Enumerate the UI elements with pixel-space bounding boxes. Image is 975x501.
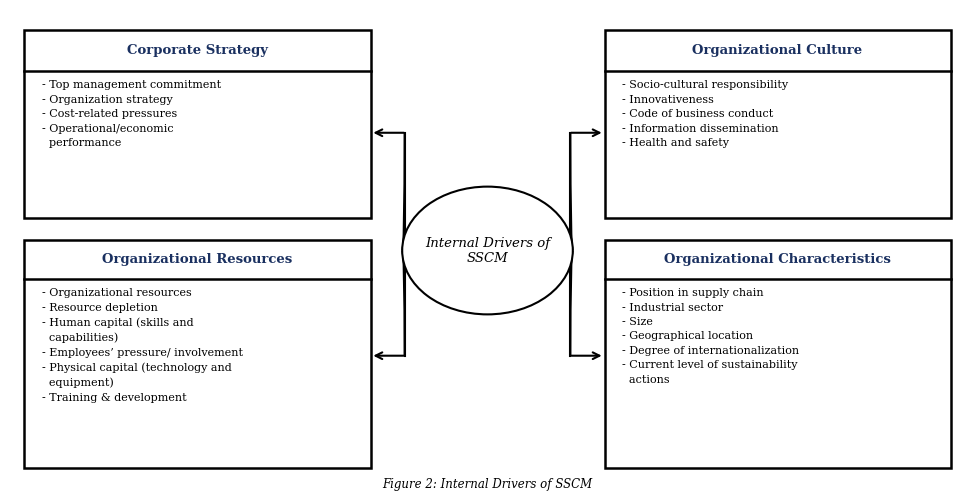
Ellipse shape: [402, 187, 573, 315]
Text: - Top management commitment
- Organization strategy
- Cost-related pressures
- O: - Top management commitment - Organizati…: [42, 81, 221, 148]
Text: Corporate Strategy: Corporate Strategy: [127, 44, 268, 57]
Text: Organizational Culture: Organizational Culture: [692, 44, 863, 57]
Bar: [24, 240, 370, 468]
Text: Figure 2: Internal Drivers of SSCM: Figure 2: Internal Drivers of SSCM: [382, 478, 593, 491]
Text: Organizational Characteristics: Organizational Characteristics: [664, 254, 891, 267]
Text: - Socio-cultural responsibility
- Innovativeness
- Code of business conduct
- In: - Socio-cultural responsibility - Innova…: [622, 81, 788, 148]
Text: Organizational Resources: Organizational Resources: [102, 254, 292, 267]
Bar: [604, 240, 951, 468]
Bar: [604, 30, 951, 218]
Text: - Organizational resources
- Resource depletion
- Human capital (skills and
  ca: - Organizational resources - Resource de…: [42, 288, 243, 402]
Bar: [24, 30, 370, 218]
Text: Internal Drivers of
SSCM: Internal Drivers of SSCM: [425, 236, 550, 265]
Text: - Position in supply chain
- Industrial sector
- Size
- Geographical location
- : - Position in supply chain - Industrial …: [622, 288, 799, 385]
